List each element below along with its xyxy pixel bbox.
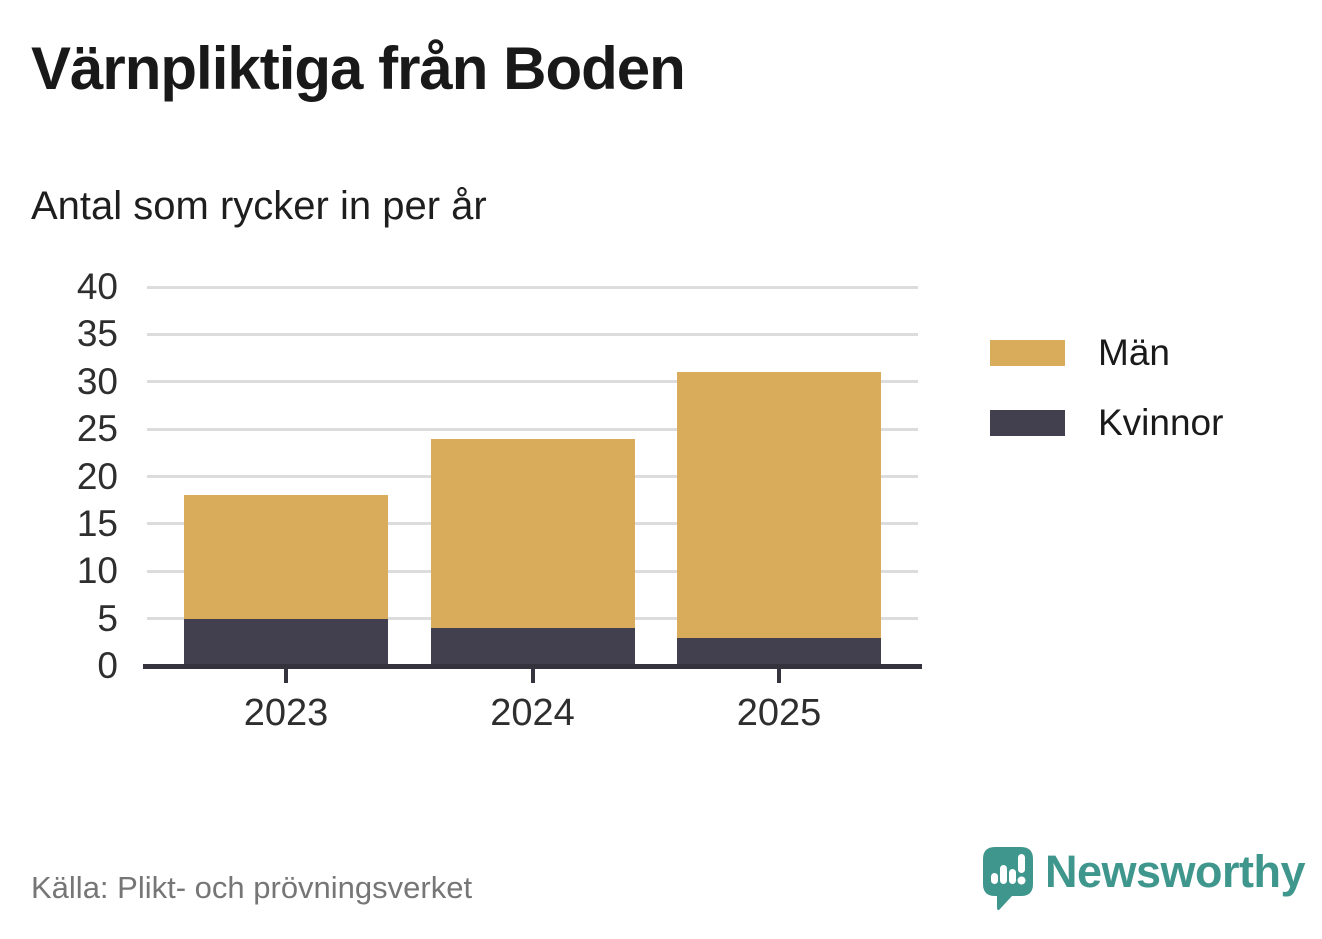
x-tick: [530, 669, 535, 683]
newsworthy-wordmark: Newsworthy: [1045, 846, 1306, 897]
legend-swatch: [990, 340, 1065, 366]
gridline: [147, 285, 918, 289]
y-tick-label: 25: [76, 408, 118, 450]
x-tick-label: 2024: [490, 692, 575, 734]
x-axis-line: [143, 664, 922, 669]
source-text: Källa: Plikt- och prövningsverket: [31, 870, 473, 905]
gridline: [147, 427, 918, 431]
gridline: [147, 380, 918, 384]
legend-label: Män: [1098, 332, 1170, 373]
bar-segment-kvinnor-2024: [430, 628, 635, 666]
y-tick-label: 20: [76, 455, 118, 497]
legend-label: Kvinnor: [1098, 402, 1224, 443]
y-tick-label: 0: [97, 645, 118, 686]
gridline: [147, 332, 918, 336]
bar-segment-kvinnor-2023: [184, 618, 388, 666]
x-tick: [284, 669, 288, 683]
chart-subtitle: Antal som rycker in per år: [31, 184, 487, 228]
bar-segment-män-2024: [430, 438, 635, 629]
x-tick-label: 2025: [736, 692, 822, 734]
y-tick-label: 35: [76, 313, 118, 355]
bar-segment-kvinnor-2025: [677, 637, 881, 666]
y-tick-label: 15: [76, 502, 118, 544]
newsworthy-speech-bubble-barchart-icon: [983, 847, 1033, 911]
bar-segment-män-2023: [184, 495, 388, 619]
legend: Män Kvinnor: [990, 332, 1223, 472]
legend-item-män: Män: [990, 332, 1223, 374]
legend-item-kvinnor: Kvinnor: [990, 402, 1223, 444]
newsworthy-logo: Newsworthy: [982, 846, 1306, 912]
bar-segment-män-2025: [677, 372, 881, 638]
chart-title: Värnpliktiga från Boden: [31, 35, 686, 102]
y-tick-label: 5: [97, 597, 118, 639]
legend-swatch: [990, 410, 1065, 436]
y-tick-label: 40: [76, 266, 118, 307]
y-tick-label: 10: [76, 550, 118, 592]
x-tick-label: 2023: [243, 692, 329, 734]
y-tick-label: 30: [76, 360, 118, 402]
x-tick: [777, 669, 781, 683]
